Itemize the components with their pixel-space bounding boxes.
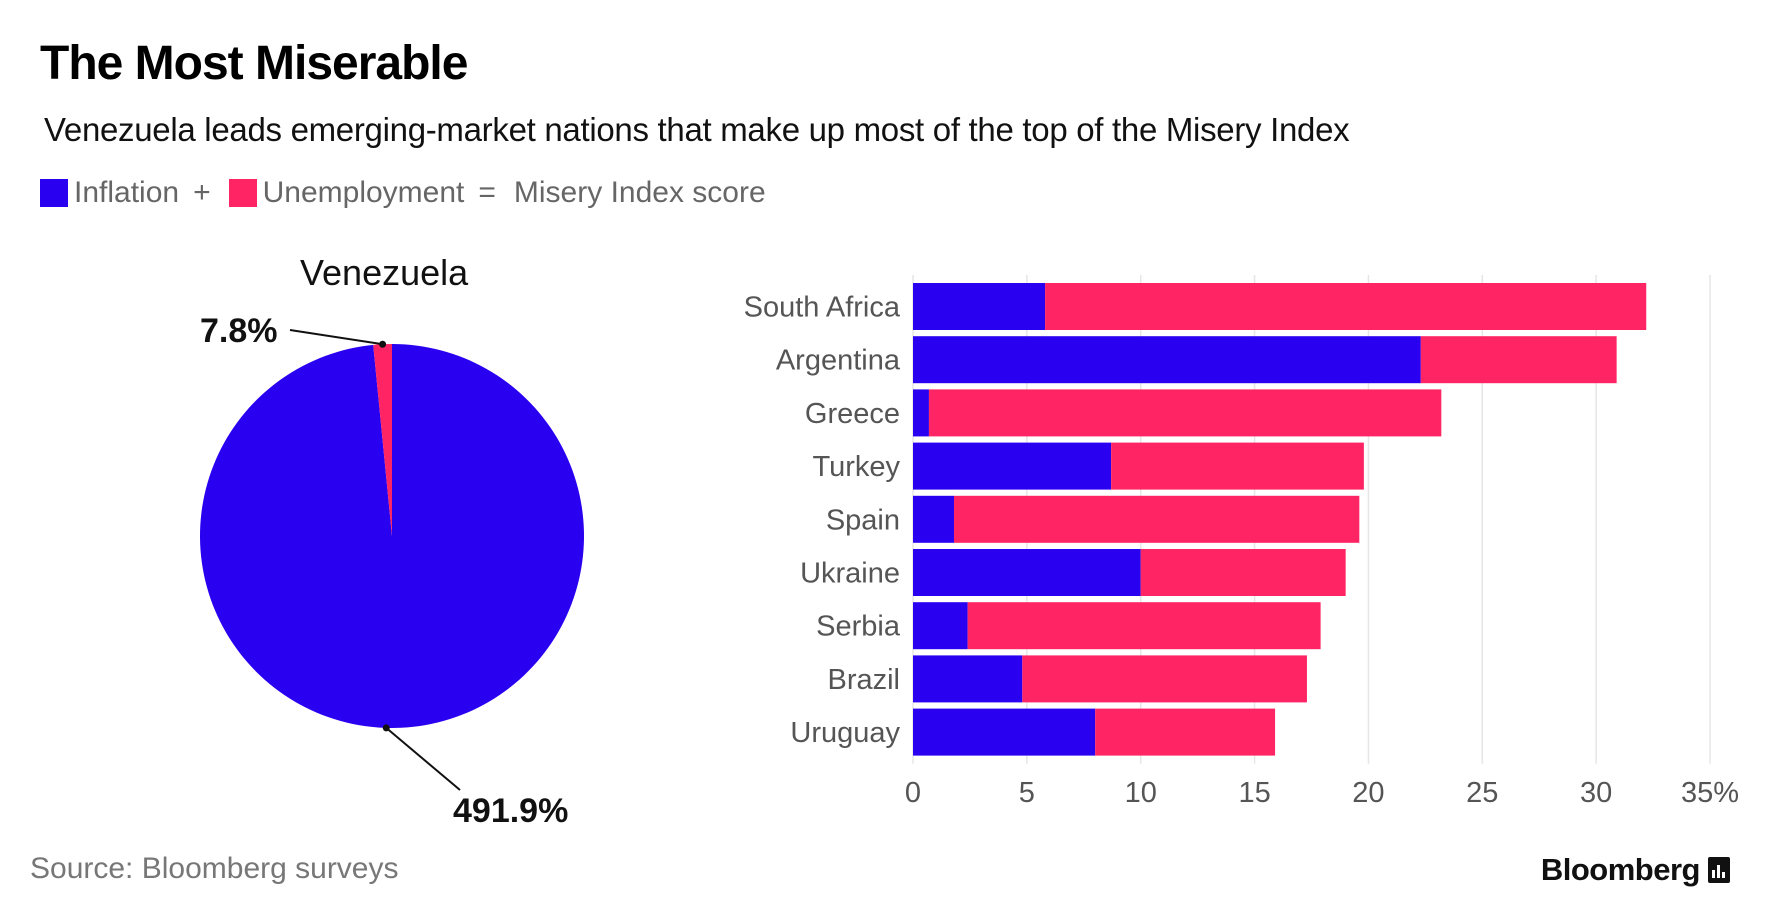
category-label: Turkey — [812, 451, 900, 483]
x-axis-ticks: 0 5 10 15 20 25 30 35% — [905, 777, 1739, 809]
bar-unemployment-south-africa — [1045, 283, 1647, 330]
bar-unemployment-argentina — [1420, 336, 1617, 384]
category-label: Brazil — [827, 664, 900, 696]
chart-title: The Most Miserable — [40, 37, 468, 90]
bar-unemployment-ukraine — [1140, 549, 1346, 596]
bar-unemployment-uruguay — [1095, 708, 1276, 756]
x-tick-label: 0 — [905, 777, 921, 809]
bar-inflation-south-africa — [913, 283, 1046, 330]
pie-slice-unemployment — [373, 344, 392, 536]
bar-unemployment-spain — [953, 495, 1360, 543]
legend-plus: + — [193, 176, 211, 209]
category-label: Argentina — [776, 345, 901, 377]
legend-label-score: Misery Index score — [513, 176, 766, 209]
bar-inflation-greece — [913, 389, 929, 437]
x-tick-label: 35% — [1681, 777, 1739, 809]
x-tick-label: 20 — [1352, 777, 1384, 809]
pie-label-inflation: 491.9% — [453, 792, 568, 830]
legend-inflation: Inflation — [40, 176, 179, 210]
legend-label-inflation: Inflation — [74, 176, 180, 209]
brand-logo: Bloomberg — [1541, 852, 1730, 888]
pie-leader-line-unemployment — [289, 329, 383, 346]
legend-equals: = — [478, 176, 496, 209]
bar-inflation-turkey — [913, 442, 1112, 490]
bar-inflation-serbia — [913, 602, 968, 650]
brand-name: Bloomberg — [1540, 852, 1701, 887]
pie-label-unemployment: 7.8% — [200, 312, 278, 350]
category-label: Greece — [805, 398, 900, 430]
bar-unemployment-brazil — [1022, 655, 1307, 703]
legend-swatch-inflation — [40, 179, 68, 207]
x-tick-label: 5 — [1019, 777, 1035, 809]
pie-leader-line-inflation — [385, 727, 461, 791]
x-tick-label: 15 — [1238, 777, 1270, 809]
pie-slice-inflation — [200, 344, 585, 728]
legend-label-unemployment: Unemployment — [262, 176, 465, 209]
pie-title: Venezuela — [300, 252, 469, 293]
source-note: Source: Bloomberg surveys — [30, 852, 399, 885]
x-tick-label: 10 — [1125, 777, 1157, 809]
chart-subtitle: Venezuela leads emerging-market nations … — [44, 111, 1350, 148]
bar-inflation-argentina — [913, 336, 1421, 384]
category-label: Spain — [826, 504, 900, 536]
x-tick-label: 30 — [1580, 777, 1612, 809]
legend-swatch-unemployment — [228, 179, 257, 207]
bar-inflation-brazil — [913, 655, 1023, 703]
bar-inflation-spain — [913, 495, 954, 543]
pie-chart: 7.8% 491.9% — [200, 312, 585, 830]
bar-unemployment-turkey — [1111, 442, 1364, 490]
bar-chart — [913, 283, 1647, 756]
bar-category-labels: South Africa Argentina Greece Turkey Spain Uk… — [744, 292, 901, 750]
bar-inflation-ukraine — [913, 549, 1141, 596]
bar-inflation-uruguay — [913, 708, 1096, 756]
x-tick-label: 25 — [1466, 777, 1498, 809]
category-label: Uruguay — [790, 717, 900, 749]
legend: Inflation + Unemployment = Misery Index … — [40, 176, 766, 210]
category-label: Ukraine — [800, 558, 900, 590]
category-label: Serbia — [816, 611, 901, 643]
bar-unemployment-greece — [928, 389, 1442, 437]
category-label: South Africa — [744, 292, 901, 324]
legend-unemployment: Unemployment — [228, 176, 465, 210]
bar-unemployment-serbia — [967, 602, 1321, 650]
bloomberg-icon — [1708, 857, 1730, 883]
